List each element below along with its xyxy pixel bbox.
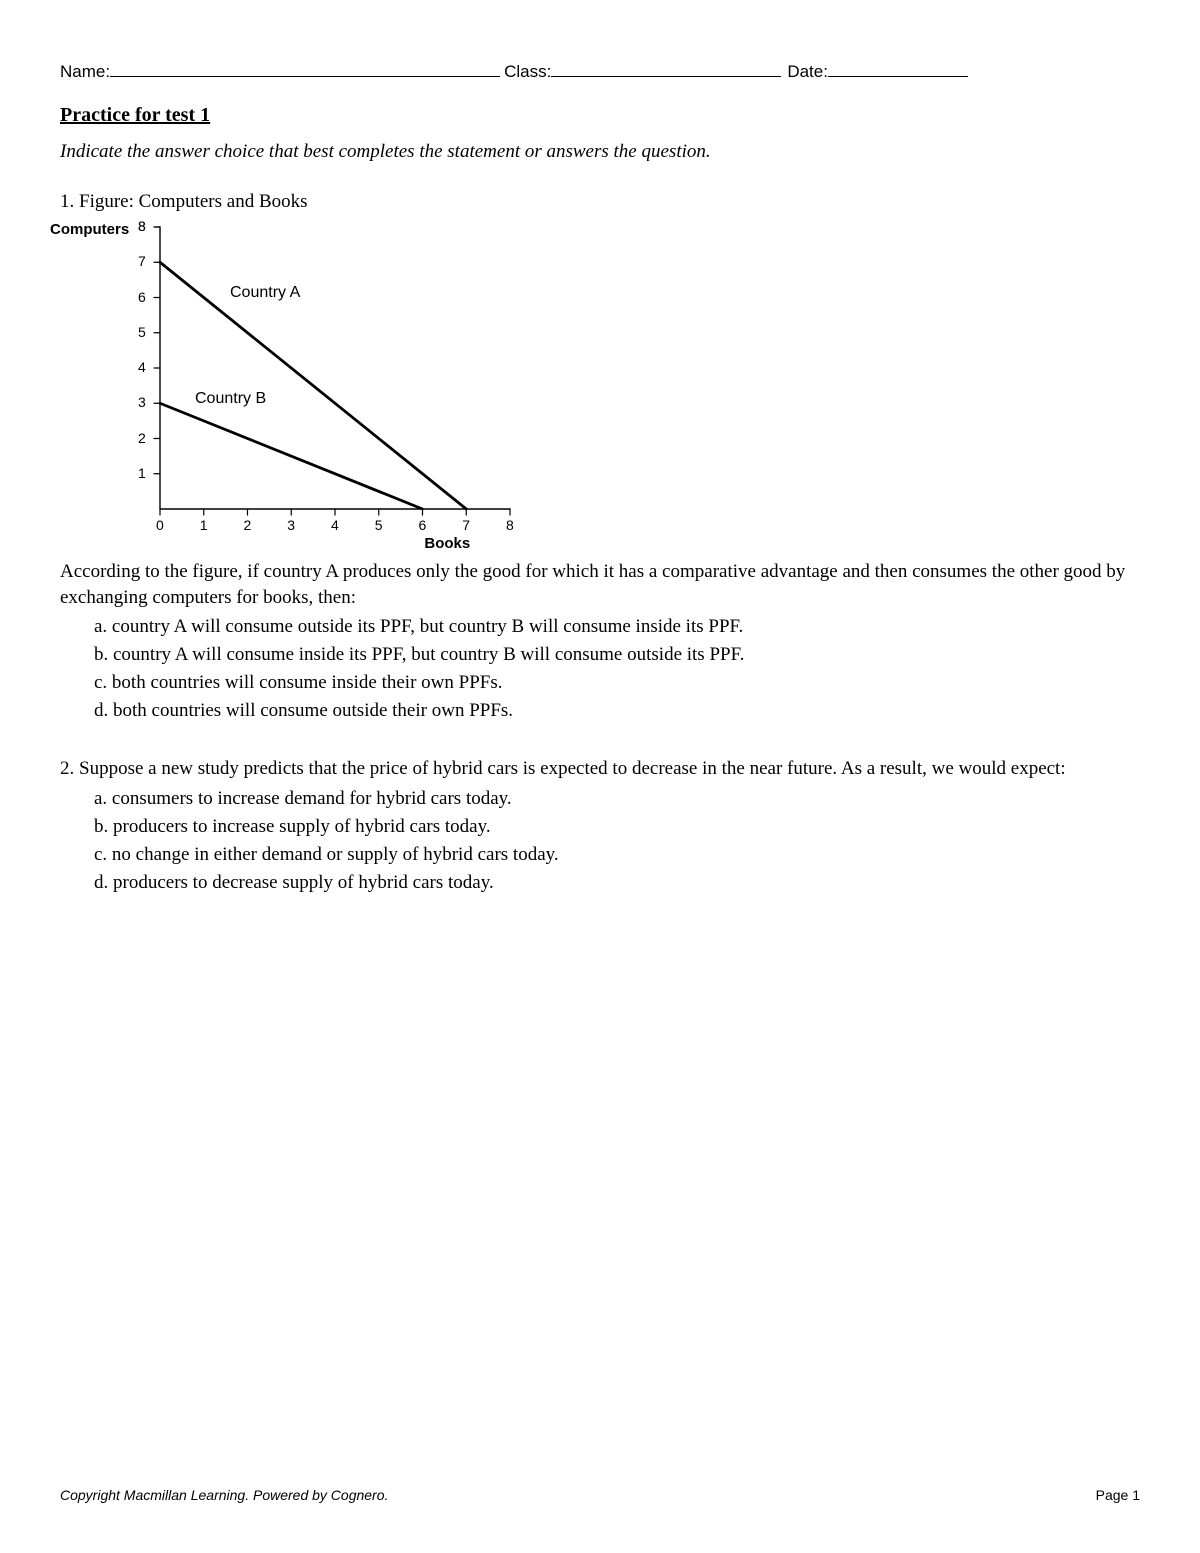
worksheet-page: Name: Class: Date: Practice for test 1 I… <box>0 0 1200 1553</box>
q1-choice-d[interactable]: d. both countries will consume outside t… <box>94 700 1140 722</box>
class-label: Class: <box>504 62 551 82</box>
q1-stem: According to the figure, if country A pr… <box>60 559 1140 610</box>
page-footer: Copyright Macmillan Learning. Powered by… <box>60 1487 1140 1503</box>
q2-choices: a. consumers to increase demand for hybr… <box>94 788 1140 894</box>
q1-figure-lead: 1. Figure: Computers and Books <box>60 191 1140 213</box>
chart-x-axis-label: Books <box>424 535 470 552</box>
q2-stem: 2. Suppose a new study predicts that the… <box>60 756 1140 782</box>
class-field: Class: <box>504 60 787 82</box>
q2-choice-b[interactable]: b. producers to increase supply of hybri… <box>94 816 1140 838</box>
q2-choice-d[interactable]: d. producers to decrease supply of hybri… <box>94 872 1140 894</box>
footer-copyright: Copyright Macmillan Learning. Powered by… <box>60 1487 388 1503</box>
question-2: 2. Suppose a new study predicts that the… <box>60 756 1140 894</box>
q1-choice-a[interactable]: a. country A will consume outside its PP… <box>94 616 1140 638</box>
header-fields: Name: Class: Date: <box>60 60 1140 82</box>
q1-choices: a. country A will consume outside its PP… <box>94 616 1140 722</box>
name-label: Name: <box>60 62 110 82</box>
ytick-8: 8 <box>138 218 146 234</box>
q1-choice-c[interactable]: c. both countries will consume inside th… <box>94 672 1140 694</box>
date-field: Date: <box>787 60 968 82</box>
question-1: 1. Figure: Computers and Books Computers… <box>60 191 1140 722</box>
name-blank-line[interactable] <box>110 60 500 77</box>
ppf-chart: Computers 12345678012345678Country ACoun… <box>50 219 530 549</box>
class-blank-line[interactable] <box>551 60 781 77</box>
test-title: Practice for test 1 <box>60 104 1140 127</box>
q1-choice-b[interactable]: b. country A will consume inside its PPF… <box>94 644 1140 666</box>
name-field: Name: <box>60 60 500 82</box>
instructions-text: Indicate the answer choice that best com… <box>60 141 1140 163</box>
date-blank-line[interactable] <box>828 60 968 77</box>
date-label: Date: <box>787 62 828 82</box>
footer-page-number: Page 1 <box>1096 1487 1140 1503</box>
q2-choice-a[interactable]: a. consumers to increase demand for hybr… <box>94 788 1140 810</box>
q2-choice-c[interactable]: c. no change in either demand or supply … <box>94 844 1140 866</box>
